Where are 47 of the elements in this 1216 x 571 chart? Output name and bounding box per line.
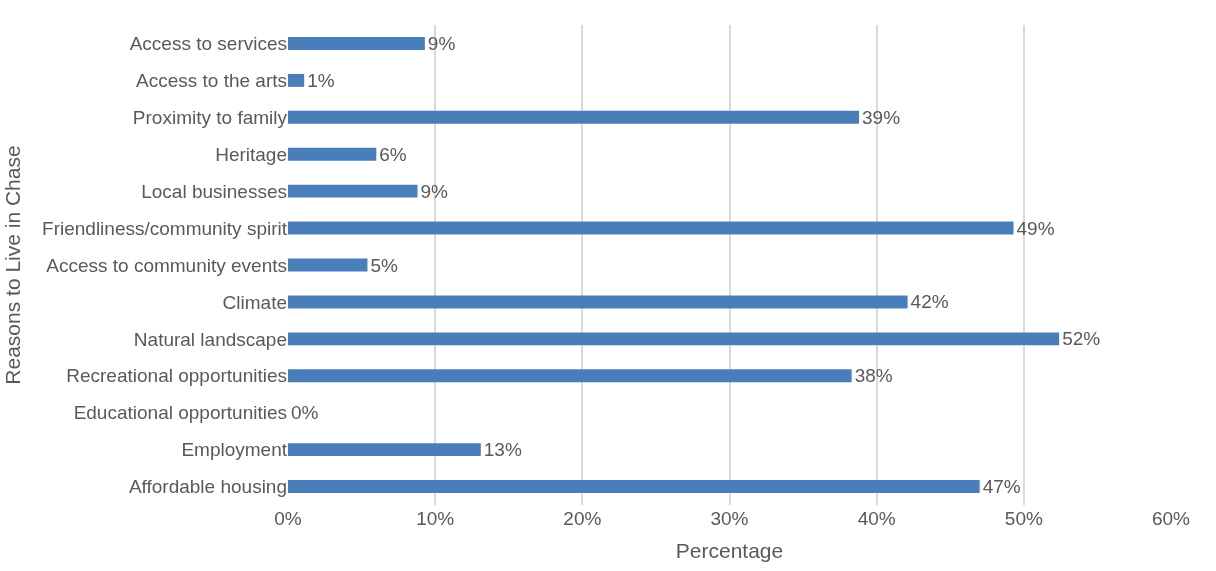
bar: [288, 37, 425, 50]
data-label: 42%: [910, 291, 949, 313]
data-label: 5%: [370, 254, 399, 276]
bar: [288, 73, 305, 87]
y-tick-label: Climate: [222, 291, 287, 313]
bar: [288, 443, 481, 457]
data-label: 52%: [1062, 328, 1101, 350]
bar: [288, 221, 1014, 235]
x-tick-label: 40%: [857, 508, 896, 529]
bar: [288, 332, 1060, 346]
data-label: 9%: [420, 180, 449, 202]
y-tick-label: Proximity to family: [132, 106, 288, 128]
x-tick-label: 10%: [416, 508, 455, 529]
y-tick-label: Access to services: [129, 33, 287, 55]
bar: [288, 295, 908, 309]
data-label: 6%: [379, 143, 407, 165]
bar: [288, 184, 418, 198]
y-tick-label: Heritage: [215, 143, 287, 165]
bar: [288, 258, 368, 272]
x-tick-label: 0%: [274, 508, 302, 529]
y-tick-label: Recreational opportunities: [66, 365, 287, 387]
y-tick-label: Access to the arts: [135, 70, 287, 92]
data-label: 38%: [854, 365, 893, 387]
x-tick-label: 30%: [710, 508, 749, 529]
y-tick-label: Local businesses: [141, 180, 287, 202]
y-tick-label: Affordable housing: [128, 476, 287, 498]
y-tick-label: Natural landscape: [133, 328, 287, 350]
x-axis-title: Percentage: [675, 539, 784, 563]
bar: [288, 369, 852, 383]
x-tick-label: 20%: [563, 508, 602, 529]
data-label: 49%: [1016, 217, 1055, 239]
y-tick-label: Educational opportunities: [73, 402, 287, 424]
y-axis-title: Reasons to Live in Chase: [1, 145, 25, 385]
data-label: 1%: [307, 69, 335, 91]
y-tick-label: Access to community events: [46, 254, 287, 276]
data-label: 9%: [427, 32, 456, 54]
x-tick-label: 60%: [1151, 508, 1191, 529]
data-label: 39%: [862, 106, 901, 128]
bar: [288, 110, 860, 124]
data-label: 13%: [483, 439, 522, 461]
x-tick-label: 50%: [1004, 508, 1043, 529]
y-tick-label: Friendliness/community spirit: [42, 217, 288, 239]
data-label: 47%: [982, 476, 1021, 498]
y-tick-label: Employment: [181, 439, 288, 461]
bar: [288, 480, 980, 493]
bar: [288, 147, 377, 161]
data-label: 0%: [291, 402, 319, 424]
